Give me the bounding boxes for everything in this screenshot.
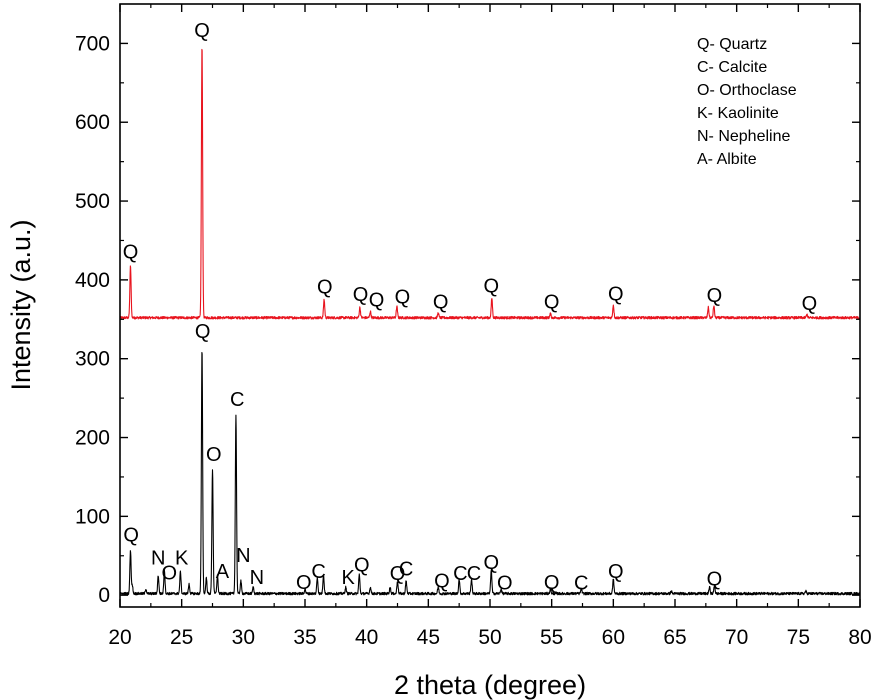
- peak-label: Q: [317, 276, 333, 298]
- plot-area: [120, 4, 860, 607]
- peak-label: C: [453, 563, 467, 585]
- x-tick-label: 20: [108, 626, 131, 649]
- y-tick-label: 600: [75, 111, 110, 134]
- peak-label: Q: [195, 321, 211, 343]
- x-tick-label: 60: [602, 626, 625, 649]
- y-tick-label: 200: [75, 427, 110, 450]
- peak-label: O: [162, 562, 178, 584]
- peak-label: C: [399, 558, 413, 580]
- x-tick-label: 70: [725, 626, 748, 649]
- x-tick-label: 75: [787, 626, 810, 649]
- x-tick-label: 30: [232, 626, 255, 649]
- peak-label: Q: [433, 291, 449, 313]
- peak-label: C: [467, 563, 481, 585]
- peak-label: Q: [608, 561, 624, 583]
- peak-label: O: [296, 572, 312, 594]
- peak-label: Q: [707, 285, 723, 307]
- legend-item-nepheline: N- Nepheline: [697, 128, 790, 145]
- x-axis-label: 2 theta (degree): [394, 670, 586, 700]
- peak-label: Q: [544, 572, 560, 594]
- peak-label: Q: [194, 20, 210, 42]
- y-tick-label: 300: [75, 348, 110, 371]
- x-tick-label: 55: [540, 626, 563, 649]
- x-tick-label: 65: [663, 626, 686, 649]
- peak-label: Q: [369, 290, 385, 312]
- x-tick-label: 25: [170, 626, 193, 649]
- x-tick-label: 50: [478, 626, 501, 649]
- peak-label: K: [175, 547, 189, 569]
- peak-label: C: [230, 389, 244, 411]
- peak-label: Q: [390, 563, 406, 585]
- peak-label: Q: [483, 275, 499, 297]
- y-tick-label: 400: [75, 269, 110, 292]
- peak-label: K: [341, 567, 355, 589]
- peak-label: C: [574, 573, 588, 595]
- y-tick-label: 700: [75, 32, 110, 55]
- peak-label: Q: [395, 287, 411, 309]
- peak-label: Q: [707, 569, 723, 591]
- peak-label: O: [497, 573, 513, 595]
- x-tick-label: 40: [355, 626, 378, 649]
- peak-label: N: [236, 545, 250, 567]
- legend-item-calcite: C- Calcite: [697, 59, 767, 76]
- peak-label: A: [216, 561, 230, 583]
- peak-label: Q: [123, 525, 139, 547]
- legend-item-orthoclase: O- Orthoclase: [697, 82, 797, 99]
- y-tick-label: 100: [75, 505, 110, 528]
- peak-label: O: [206, 444, 222, 466]
- peak-label: C: [311, 561, 325, 583]
- peak-label: N: [250, 567, 264, 589]
- peak-label: Q: [354, 555, 370, 577]
- legend-item-quartz: Q- Quartz: [697, 36, 767, 53]
- x-tick-label: 45: [417, 626, 440, 649]
- series-line-red: [120, 48, 860, 320]
- peak-label: Q: [123, 242, 139, 264]
- x-tick-label: 35: [293, 626, 316, 649]
- peak-label: N: [151, 547, 165, 569]
- peak-label: Q: [483, 552, 499, 574]
- y-tick-label: 500: [75, 190, 110, 213]
- peak-label: Q: [434, 570, 450, 592]
- legend-item-kaolinite: K- Kaolinite: [697, 105, 779, 122]
- peak-label: Q: [802, 293, 818, 315]
- legend: Q- Quartz C- Calcite O- Orthoclase K- Ka…: [697, 36, 797, 168]
- y-axis-label: Intensity (a.u.): [6, 219, 36, 390]
- y-tick-label: 0: [98, 584, 110, 607]
- peak-label: Q: [608, 283, 624, 305]
- series-line-black: [120, 351, 860, 596]
- x-tick-label: 80: [848, 626, 871, 649]
- peak-label: Q: [544, 291, 560, 313]
- peak-label: Q: [353, 284, 369, 306]
- legend-item-albite: A- Albite: [697, 151, 757, 168]
